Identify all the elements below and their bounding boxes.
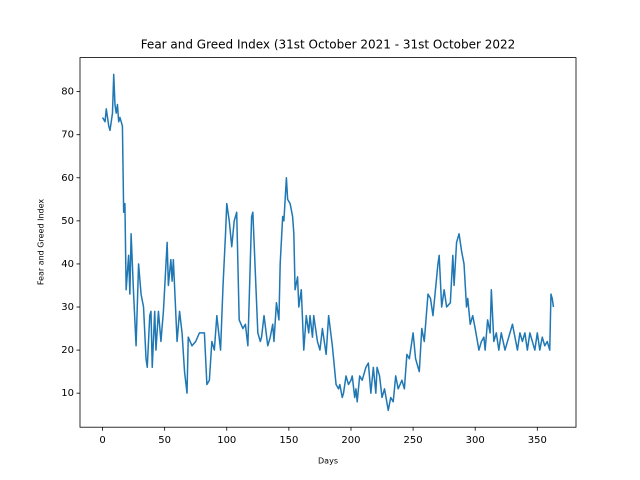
x-tick-label: 250 xyxy=(404,435,423,446)
y-tick-label: 50 xyxy=(61,216,74,227)
y-tick-label: 60 xyxy=(61,173,74,184)
x-tick-label: 150 xyxy=(279,435,298,446)
x-tick-label: 0 xyxy=(99,435,105,446)
x-tick-label: 50 xyxy=(158,435,171,446)
x-axis-label: Days xyxy=(318,457,338,466)
line-series xyxy=(101,73,555,412)
y-tick-label: 10 xyxy=(61,388,74,399)
x-tick-label: 200 xyxy=(341,435,360,446)
chart-title: Fear and Greed Index (31st October 2021 … xyxy=(141,38,516,52)
x-tick-label: 100 xyxy=(217,435,236,446)
y-tick-label: 30 xyxy=(61,302,74,313)
y-tick-label: 40 xyxy=(61,259,74,270)
x-tick-label: 300 xyxy=(466,435,485,446)
y-tick-label: 70 xyxy=(61,130,74,141)
plot-frame xyxy=(79,57,577,428)
y-axis-label: Fear and Greed Index xyxy=(37,199,46,285)
x-tick-label: 350 xyxy=(528,435,547,446)
y-tick-label: 20 xyxy=(61,345,74,356)
y-tick-label: 80 xyxy=(61,87,74,98)
